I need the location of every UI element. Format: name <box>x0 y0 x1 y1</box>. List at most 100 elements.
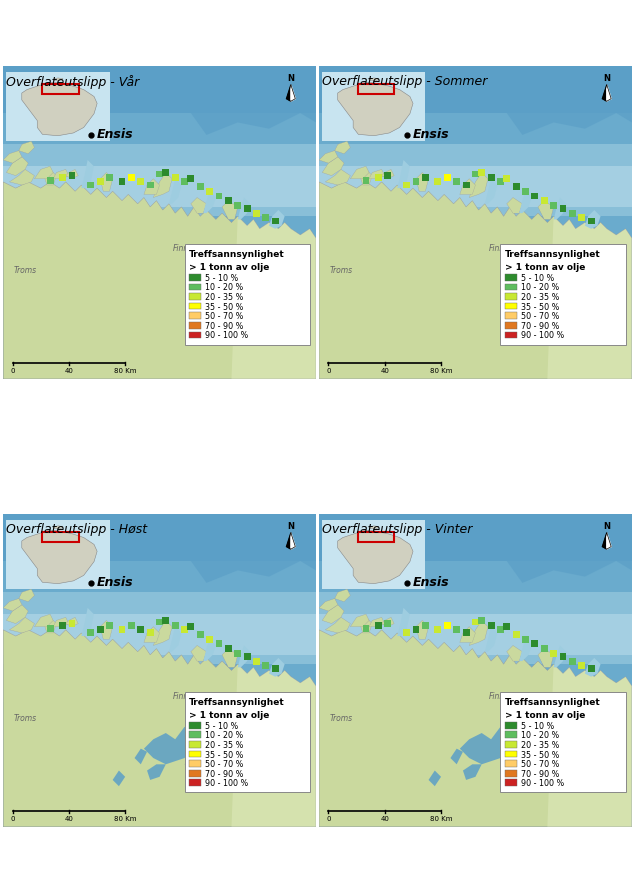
Bar <box>505 333 517 339</box>
Text: 10 - 20 %: 10 - 20 % <box>521 730 559 739</box>
Polygon shape <box>607 86 611 102</box>
Polygon shape <box>81 608 94 637</box>
Polygon shape <box>319 145 632 217</box>
Polygon shape <box>463 764 482 780</box>
Bar <box>189 284 201 291</box>
Polygon shape <box>6 157 28 176</box>
Bar <box>559 206 566 213</box>
Polygon shape <box>416 620 429 639</box>
Text: Ensis: Ensis <box>97 128 133 140</box>
Polygon shape <box>3 151 22 164</box>
Polygon shape <box>232 217 316 379</box>
Bar <box>505 274 517 282</box>
Text: 10 - 20 %: 10 - 20 % <box>205 283 243 292</box>
Polygon shape <box>319 593 632 664</box>
Bar <box>137 627 144 634</box>
Bar <box>512 184 519 190</box>
Text: 40: 40 <box>380 367 389 374</box>
Bar <box>128 622 135 628</box>
Bar <box>453 627 460 634</box>
Bar <box>156 619 163 626</box>
Bar <box>512 631 519 638</box>
Polygon shape <box>603 533 607 550</box>
Polygon shape <box>319 515 632 827</box>
Polygon shape <box>3 614 316 655</box>
Text: N: N <box>603 521 610 530</box>
Polygon shape <box>100 173 112 192</box>
Polygon shape <box>286 533 291 550</box>
Bar <box>375 174 382 181</box>
Polygon shape <box>369 618 385 627</box>
Text: 35 - 50 %: 35 - 50 % <box>521 750 559 759</box>
Bar <box>69 620 76 628</box>
Polygon shape <box>585 211 601 230</box>
Bar <box>244 206 251 213</box>
Bar <box>505 761 517 767</box>
Text: 50 - 70 %: 50 - 70 % <box>521 312 559 321</box>
Text: 50 - 70 %: 50 - 70 % <box>205 312 243 321</box>
Polygon shape <box>147 764 166 780</box>
Polygon shape <box>3 630 316 827</box>
Polygon shape <box>359 170 372 186</box>
Bar <box>504 623 510 630</box>
Bar <box>505 731 517 738</box>
Bar <box>472 172 479 178</box>
Bar <box>588 666 594 672</box>
Polygon shape <box>222 201 237 220</box>
Polygon shape <box>319 151 338 164</box>
Polygon shape <box>398 161 410 189</box>
Polygon shape <box>319 114 632 255</box>
Text: Treffsannsynlighet: Treffsannsynlighet <box>189 697 285 706</box>
Bar <box>234 203 241 209</box>
Polygon shape <box>66 618 78 627</box>
Polygon shape <box>203 639 216 662</box>
Polygon shape <box>319 167 632 207</box>
Text: 20 - 35 %: 20 - 35 % <box>205 740 243 749</box>
Polygon shape <box>335 142 351 155</box>
Text: 20 - 35 %: 20 - 35 % <box>205 292 243 301</box>
Polygon shape <box>335 589 351 602</box>
Text: Ensis: Ensis <box>97 575 133 588</box>
Bar <box>97 627 104 634</box>
Bar <box>578 215 585 222</box>
Text: 5 - 10 %: 5 - 10 % <box>521 721 554 730</box>
Polygon shape <box>319 630 632 827</box>
Bar <box>189 333 201 339</box>
Polygon shape <box>34 614 53 627</box>
Polygon shape <box>485 180 497 205</box>
Text: 90 - 100 %: 90 - 100 % <box>205 331 248 340</box>
Bar <box>156 172 163 178</box>
Bar <box>185 693 310 793</box>
Bar <box>119 179 126 186</box>
Bar <box>197 184 204 190</box>
Bar <box>434 627 441 634</box>
Text: Ensis: Ensis <box>413 128 450 140</box>
Bar <box>163 617 170 624</box>
Bar <box>444 174 451 181</box>
Bar <box>171 174 178 181</box>
Polygon shape <box>547 664 632 827</box>
Bar <box>463 182 469 190</box>
Bar <box>46 625 53 632</box>
Text: 0: 0 <box>326 367 331 374</box>
Bar <box>137 179 144 186</box>
Polygon shape <box>382 618 394 627</box>
Text: 5 - 10 %: 5 - 10 % <box>205 274 238 283</box>
Bar <box>106 174 113 181</box>
Bar <box>497 179 504 186</box>
Polygon shape <box>460 727 513 764</box>
Bar <box>541 198 548 205</box>
Bar <box>59 174 66 181</box>
Polygon shape <box>291 533 295 550</box>
Bar <box>384 173 391 180</box>
Text: 40: 40 <box>380 815 389 821</box>
Text: 80 Km: 80 Km <box>114 367 137 374</box>
Text: Overflateutslipp - Vinter: Overflateutslipp - Vinter <box>322 522 472 536</box>
Bar <box>272 666 279 672</box>
Bar <box>505 323 517 329</box>
Bar <box>531 193 538 200</box>
Polygon shape <box>325 618 351 633</box>
Text: Finnmark: Finnmark <box>173 244 209 253</box>
Bar <box>262 662 269 670</box>
Polygon shape <box>112 771 125 787</box>
